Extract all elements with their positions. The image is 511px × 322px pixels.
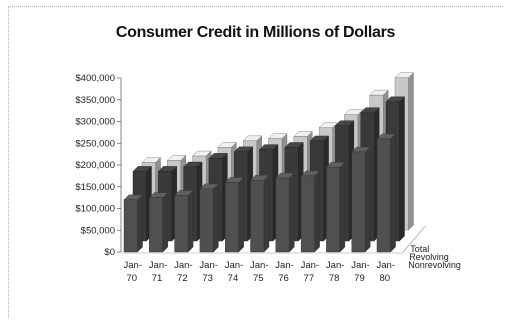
bar-side-nonrevolving — [213, 183, 219, 253]
y-tick-label: $200,000 — [75, 160, 115, 171]
bar-side-nonrevolving — [339, 161, 346, 253]
bar-side-nonrevolving — [314, 170, 320, 253]
x-tick-label-year: 80 — [379, 273, 390, 284]
bar-side-nonrevolving — [162, 192, 169, 253]
series-label-total: Total — [410, 244, 429, 254]
bar-nonrevolving — [326, 166, 341, 253]
bar-nonrevolving — [300, 175, 315, 253]
x-tick-label: Jan- — [326, 260, 344, 271]
y-tick-label: $400,000 — [75, 73, 115, 84]
chart-title: Consumer Credit in Millions of Dollars — [115, 24, 396, 41]
y-tick-label: $250,000 — [75, 138, 115, 149]
x-tick-label-year: 74 — [228, 273, 239, 284]
x-tick-label-year: 75 — [253, 273, 264, 284]
x-tick-label: Jan- — [124, 260, 142, 271]
bar-side-revolving — [399, 96, 405, 242]
bar-nonrevolving — [123, 199, 138, 253]
bar-side-nonrevolving — [263, 174, 270, 253]
x-tick-label-year: 76 — [278, 273, 289, 284]
bar-side-nonrevolving — [187, 189, 194, 253]
x-tick-label-year: 79 — [354, 273, 365, 284]
x-tick-label: Jan- — [301, 260, 319, 271]
bar-nonrevolving — [376, 138, 391, 253]
bar-nonrevolving — [351, 151, 366, 253]
x-tick-label-year: 70 — [126, 273, 137, 284]
series-label-nonrevolving: Nonrevolving — [408, 260, 461, 270]
bar-side-nonrevolving — [365, 146, 371, 253]
bar-side-nonrevolving — [390, 133, 396, 253]
y-tick-label: $0 — [104, 247, 115, 258]
x-tick-label: Jan- — [275, 260, 293, 271]
y-tick-label: $100,000 — [75, 204, 115, 215]
y-tick-label: $300,000 — [75, 117, 115, 128]
y-tick-label: $150,000 — [75, 182, 115, 193]
x-tick-label: Jan- — [174, 260, 192, 271]
bar-side-nonrevolving — [137, 194, 143, 253]
x-tick-label: Jan- — [377, 260, 395, 271]
bar-nonrevolving — [199, 188, 214, 253]
bar-nonrevolving — [149, 197, 164, 253]
x-tick-label: Jan- — [225, 260, 243, 271]
bar-side-total — [408, 72, 414, 231]
bar-side-nonrevolving — [289, 172, 295, 253]
x-tick-label: Jan- — [199, 260, 217, 271]
bar-side-nonrevolving — [238, 176, 244, 253]
bar-nonrevolving — [174, 195, 189, 253]
x-tick-label-year: 78 — [329, 273, 340, 284]
x-tick-label-year: 72 — [177, 273, 188, 284]
y-tick-label: $50,000 — [81, 225, 115, 236]
series-label-revolving: Revolving — [409, 252, 449, 262]
x-tick-label: Jan- — [250, 260, 268, 271]
y-tick-label: $350,000 — [75, 95, 115, 106]
floor-depth-line — [402, 225, 426, 254]
bar-nonrevolving — [250, 180, 265, 253]
bar-nonrevolving — [224, 182, 239, 253]
bar-nonrevolving — [275, 177, 290, 253]
x-tick-label-year: 73 — [202, 273, 213, 284]
x-tick-label-year: 71 — [152, 273, 163, 284]
x-tick-label-year: 77 — [304, 273, 315, 284]
chart-frame — [8, 6, 503, 318]
x-tick-label: Jan- — [351, 260, 369, 271]
x-tick-label: Jan- — [149, 260, 167, 271]
